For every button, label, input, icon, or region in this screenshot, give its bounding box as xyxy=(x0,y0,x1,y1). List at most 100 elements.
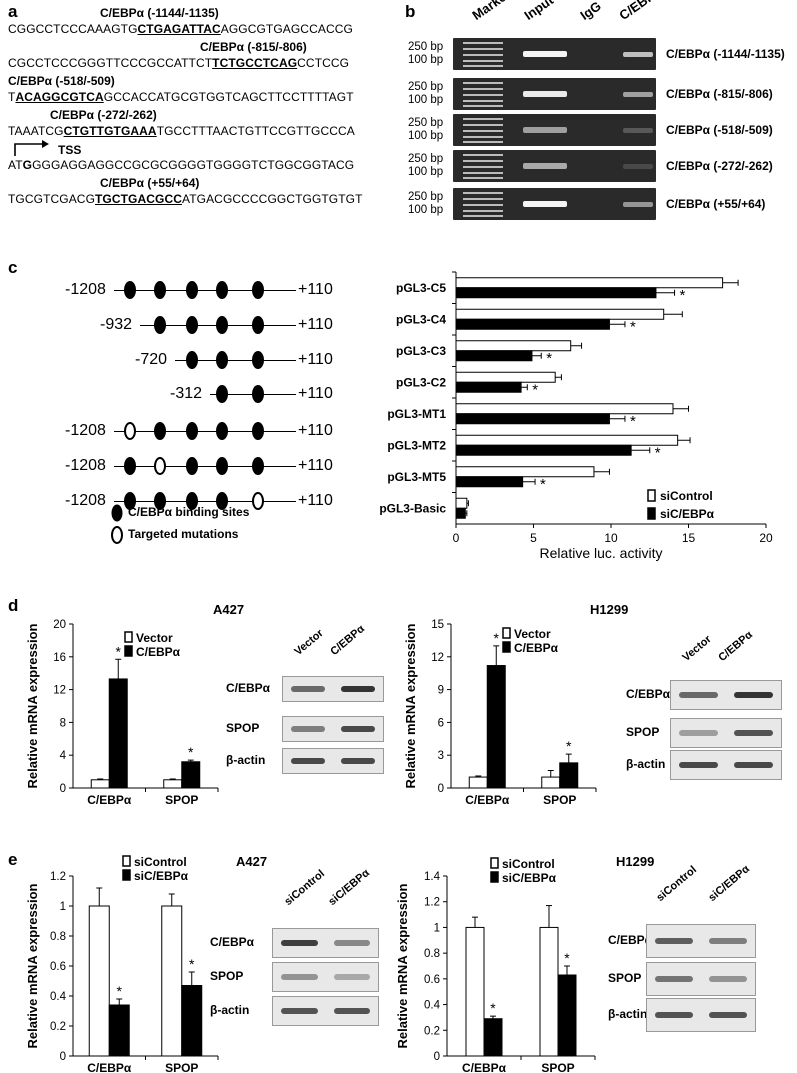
binding-site-icon xyxy=(154,316,166,334)
blot-band xyxy=(281,940,318,946)
legend-label: siControl xyxy=(660,489,713,503)
construct-end: +110 xyxy=(298,351,333,368)
significance-star: * xyxy=(494,630,500,646)
construct-start: -932 xyxy=(100,316,133,333)
blot-column-label: C/EBPα xyxy=(716,628,755,664)
gel-size-100: 100 bp xyxy=(408,130,444,142)
y-tick-label: 0.6 xyxy=(50,961,66,973)
binding-site-icon xyxy=(154,281,166,299)
bar-sicebpa xyxy=(455,476,524,488)
category-label: pGL3-MT1 xyxy=(387,407,446,421)
construct-sites xyxy=(124,422,264,440)
construct-start: -1208 xyxy=(65,422,106,439)
legend-swatch xyxy=(122,869,131,881)
construct-line xyxy=(114,431,296,432)
bar-sicebpa xyxy=(455,318,610,330)
blot-row-label: SPOP xyxy=(626,725,660,739)
mutated-site-icon xyxy=(124,422,136,440)
bar-treatment xyxy=(486,665,506,789)
input-band xyxy=(523,163,567,169)
bar-control xyxy=(88,905,110,1057)
luciferase-bar-chart: 0 5 10 15 20 Relative luc. activity pGL3-C5 * pG… xyxy=(380,271,773,561)
construct-line xyxy=(114,501,296,502)
y-tick-label: 0.2 xyxy=(50,1021,66,1033)
gel-row-label: C/EBPα (-1144/-1135) xyxy=(666,47,785,61)
y-tick-label: 0.4 xyxy=(424,1000,441,1012)
y-tick-label: 8 xyxy=(60,717,66,729)
mutation-legend-label: Targeted mutations xyxy=(128,527,239,541)
blot-band xyxy=(281,974,318,980)
y-tick-label: 12 xyxy=(431,652,444,664)
construct-sites xyxy=(216,385,264,403)
legend-swatch xyxy=(502,641,511,653)
y-tick-label: 4 xyxy=(60,750,67,762)
blot-band xyxy=(734,762,773,768)
construct-end: +110 xyxy=(298,457,333,474)
binding-site-icon xyxy=(252,316,264,334)
bar-control xyxy=(90,779,110,789)
marker-band xyxy=(463,177,503,179)
legend-label: Vector xyxy=(136,631,173,645)
significance-star: * xyxy=(630,413,636,430)
panel-d-label: d xyxy=(8,596,19,615)
y-tick-label: 0.4 xyxy=(50,991,67,1003)
bar-treatment xyxy=(181,985,203,1057)
blot-column-label: C/EBPα xyxy=(328,622,367,658)
gel-size-100: 100 bp xyxy=(408,204,444,216)
marker-band xyxy=(463,198,503,200)
y-tick-label: 1 xyxy=(434,922,440,934)
significance-star: * xyxy=(655,444,661,461)
marker-band xyxy=(463,154,503,156)
construct-end: +110 xyxy=(298,385,333,402)
significance-star: * xyxy=(188,744,194,760)
marker-band xyxy=(463,94,503,96)
mutated-site-icon xyxy=(252,492,264,510)
blot-column-label: siControl xyxy=(282,867,327,908)
gel-row-label: C/EBPα (-272/-262) xyxy=(666,159,773,173)
input-band xyxy=(523,91,567,97)
x-axis-title: Relative luc. activity xyxy=(540,545,663,561)
marker-band xyxy=(463,141,503,143)
blot-column-label: siC/EBPα xyxy=(326,866,372,908)
y-axis-title: Relative mRNA expression xyxy=(403,623,418,788)
construct-sites xyxy=(154,316,264,334)
significance-star: * xyxy=(566,738,572,754)
bar-sicontrol xyxy=(455,371,556,383)
significance-star: * xyxy=(680,287,686,304)
y-tick-label: 3 xyxy=(438,750,444,762)
bar-control xyxy=(161,905,183,1057)
legend-swatch xyxy=(502,627,511,639)
y-tick-label: 16 xyxy=(53,652,66,664)
marker-band xyxy=(463,166,503,168)
y-axis-title: Relative mRNA expression xyxy=(25,883,40,1048)
blot-band xyxy=(734,692,773,698)
construct-sites xyxy=(124,457,264,475)
y-tick-label: 0.8 xyxy=(424,948,440,960)
construct-end: +110 xyxy=(298,316,333,333)
blot-strip xyxy=(670,718,782,748)
construct-start: -312 xyxy=(170,385,203,402)
x-tick-label: 15 xyxy=(682,531,696,545)
bar-sicebpa xyxy=(455,444,632,456)
binding-site-icon xyxy=(186,281,198,299)
marker-band xyxy=(463,42,503,44)
blot-row-label: β-actin xyxy=(608,1007,648,1021)
marker-band xyxy=(463,48,503,50)
a427-title: A427 xyxy=(213,602,245,617)
y-tick-label: 0.8 xyxy=(50,931,66,943)
binding-site-icon xyxy=(216,457,228,475)
legend-label: siC/EBPα xyxy=(502,871,557,885)
blot-strip xyxy=(670,750,782,780)
blot-band xyxy=(709,1012,747,1018)
bar-sicebpa xyxy=(455,381,522,393)
blot-strip xyxy=(282,716,384,742)
blot-row-label: β-actin xyxy=(626,757,666,771)
bar-sicebpa xyxy=(455,507,466,519)
category-label: C/EBPα xyxy=(465,793,510,807)
category-label: SPOP xyxy=(165,1061,198,1072)
blot-band xyxy=(281,1008,318,1014)
gel-row-label: C/EBPα (+55/+64) xyxy=(666,197,766,211)
category-label: SPOP xyxy=(165,793,198,807)
chip-band xyxy=(623,202,653,207)
gel-size-250: 250 bp xyxy=(408,41,444,53)
